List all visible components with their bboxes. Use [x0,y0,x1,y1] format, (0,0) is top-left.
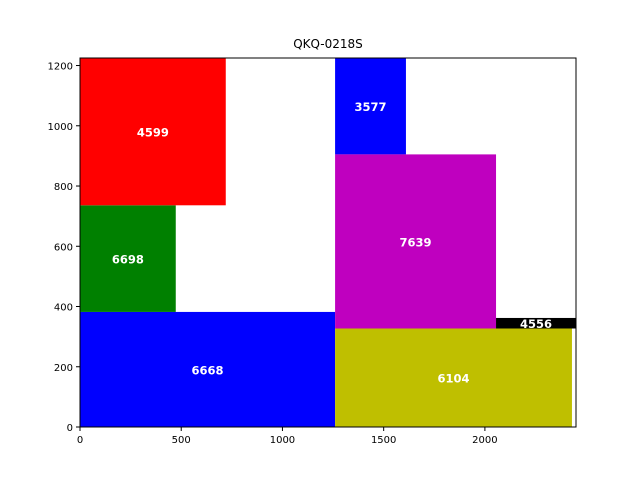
y-tick-label: 1000 [48,122,73,133]
y-axis: 0 200 400 600 800 1000 1200 [48,62,80,434]
treemap-rect-6668 [80,311,336,427]
x-tick-label: 500 [172,435,191,446]
treemap-rect-6698 [80,205,176,312]
y-tick-label: 1200 [48,62,73,73]
chart-title: QKQ-0218S [293,37,363,51]
x-tick-label: 0 [77,435,83,446]
y-tick-label: 600 [54,242,73,253]
rects-group [80,58,576,427]
x-axis: 0 500 1000 1500 2000 [77,427,498,446]
data-label-6104: 6104 [438,372,470,386]
treemap-rect-4556 [496,317,576,329]
data-label-3577: 3577 [355,100,387,114]
y-tick-label: 400 [54,303,73,314]
y-tick-label: 0 [67,423,73,434]
plot-area: 6668 6698 4599 3577 7639 6104 4556 [79,57,577,428]
data-label-6698: 6698 [112,253,144,267]
axes-frame [79,57,577,428]
treemap-rect-7639 [335,154,497,329]
data-label-7639: 7639 [400,235,432,249]
treemap-rect-6104 [335,328,572,427]
data-label-4599: 4599 [137,126,169,140]
x-tick-label: 1500 [371,435,396,446]
treemap-rect-4599 [80,58,226,206]
y-tick-label: 200 [54,363,73,374]
x-tick-label: 1000 [270,435,295,446]
treemap-rect-3577 [335,58,406,155]
x-tick-label: 2000 [472,435,497,446]
y-tick-label: 800 [54,182,73,193]
data-label-4556: 4556 [520,317,552,331]
data-label-6668: 6668 [192,363,224,377]
